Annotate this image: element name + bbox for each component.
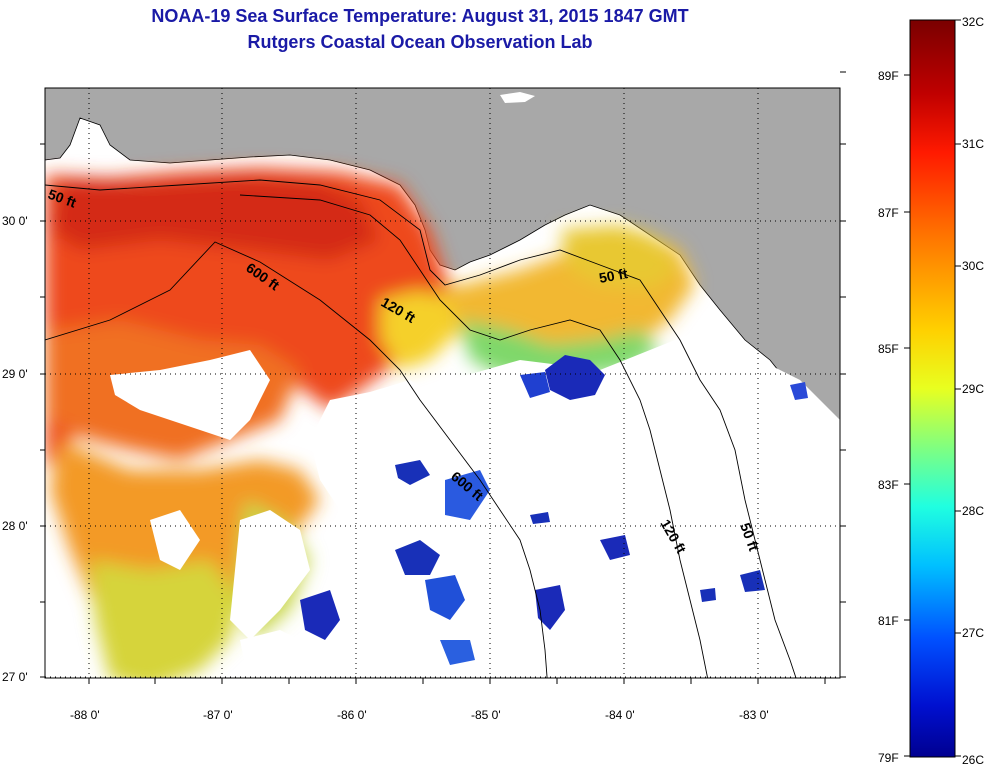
colorbar-label-30c: 30C — [962, 259, 984, 273]
colorbar-label-31c: 31C — [962, 137, 984, 151]
map-frame — [44, 87, 841, 679]
colorbar-label-85f: 85F — [878, 342, 899, 356]
colorbar-label-26c: 26C — [962, 753, 984, 767]
lat-label-30: 30 0' — [2, 214, 28, 228]
lon-label-86: -86 0' — [337, 708, 367, 722]
colorbar-label-32c: 32C — [962, 15, 984, 29]
lon-label-83: -83 0' — [739, 708, 769, 722]
lon-label-84: -84 0' — [605, 708, 635, 722]
contour-label-50ft-east: 50 ft — [598, 265, 629, 286]
axis-ticks — [40, 71, 846, 684]
map-subtitle: Rutgers Coastal Ocean Observation Lab — [247, 32, 593, 52]
cloud-gaps — [110, 330, 840, 678]
colorbar-gradient — [909, 19, 956, 758]
colorbar-label-27c: 27C — [962, 626, 984, 640]
colorbar-label-29c: 29C — [962, 382, 984, 396]
lon-label-85: -85 0' — [471, 708, 501, 722]
colorbar-ticks — [904, 19, 961, 757]
colorbar-label-79f: 79F — [878, 751, 899, 765]
grid-lines — [45, 88, 840, 678]
inland-bay — [500, 92, 535, 103]
lat-label-29: 29 0' — [2, 367, 28, 381]
lon-label-88: -88 0' — [70, 708, 100, 722]
colorbar-label-89f: 89F — [878, 69, 899, 83]
colorbar-label-87f: 87F — [878, 206, 899, 220]
map-title: NOAA-19 Sea Surface Temperature: August … — [151, 6, 689, 26]
colorbar-label-28c: 28C — [962, 504, 984, 518]
lat-label-28: 28 0' — [2, 519, 28, 533]
lat-label-27: 27 0' — [2, 670, 28, 684]
lon-label-87: -87 0' — [203, 708, 233, 722]
bathymetry-contours — [45, 179, 797, 678]
cold-water-patches — [300, 355, 808, 665]
colorbar-label-81f: 81F — [878, 614, 899, 628]
colorbar-label-83f: 83F — [878, 478, 899, 492]
